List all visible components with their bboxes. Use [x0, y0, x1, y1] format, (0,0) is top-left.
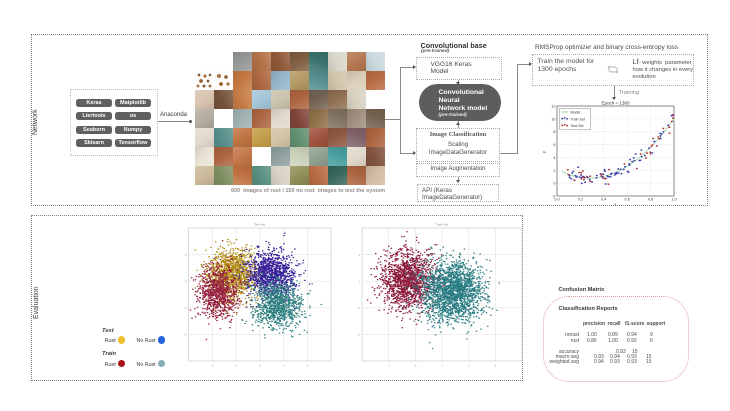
- svg-text:0.0: 0.0: [554, 198, 559, 202]
- svg-text:Test Set: Test Set: [571, 124, 584, 128]
- svg-text:2: 2: [307, 364, 309, 368]
- svg-text:Test Set: Test Set: [254, 223, 265, 227]
- svg-text:0.2: 0.2: [578, 198, 583, 202]
- svg-text:12: 12: [551, 105, 555, 109]
- svg-text:0: 0: [358, 306, 360, 310]
- svg-text:0.4: 0.4: [601, 198, 606, 202]
- svg-text:1: 1: [283, 364, 285, 368]
- svg-text:4: 4: [185, 253, 187, 257]
- svg-text:1: 1: [441, 364, 443, 368]
- svg-text:0: 0: [185, 306, 187, 310]
- svg-text:y: y: [542, 151, 546, 153]
- svg-text:0: 0: [415, 364, 417, 368]
- svg-text:Train Set: Train Set: [571, 117, 585, 121]
- svg-text:2: 2: [185, 279, 187, 283]
- svg-text:Epoch = 1300: Epoch = 1300: [602, 101, 630, 106]
- svg-text:3: 3: [495, 364, 497, 368]
- svg-text:x: x: [615, 203, 617, 207]
- svg-text:0: 0: [553, 182, 555, 186]
- svg-text:Model: Model: [571, 111, 581, 115]
- svg-text:1.0: 1.0: [671, 198, 676, 202]
- svg-text:0.6: 0.6: [625, 198, 630, 202]
- svg-text:0: 0: [259, 364, 261, 368]
- svg-text:2: 2: [553, 169, 555, 173]
- svg-text:-1: -1: [235, 364, 238, 368]
- svg-text:10: 10: [551, 117, 555, 121]
- svg-text:6: 6: [553, 143, 555, 147]
- svg-text:-2: -2: [357, 333, 360, 337]
- svg-text:-1: -1: [387, 364, 390, 368]
- svg-text:-2: -2: [211, 364, 214, 368]
- svg-text:4: 4: [358, 253, 360, 257]
- svg-text:2: 2: [468, 364, 470, 368]
- svg-text:4: 4: [553, 156, 555, 160]
- svg-text:0.8: 0.8: [648, 198, 653, 202]
- svg-text:2: 2: [358, 279, 360, 283]
- svg-text:Train Set: Train Set: [436, 223, 448, 227]
- svg-text:-2: -2: [184, 333, 187, 337]
- svg-text:-2: -2: [552, 195, 555, 199]
- svg-text:8: 8: [553, 130, 555, 134]
